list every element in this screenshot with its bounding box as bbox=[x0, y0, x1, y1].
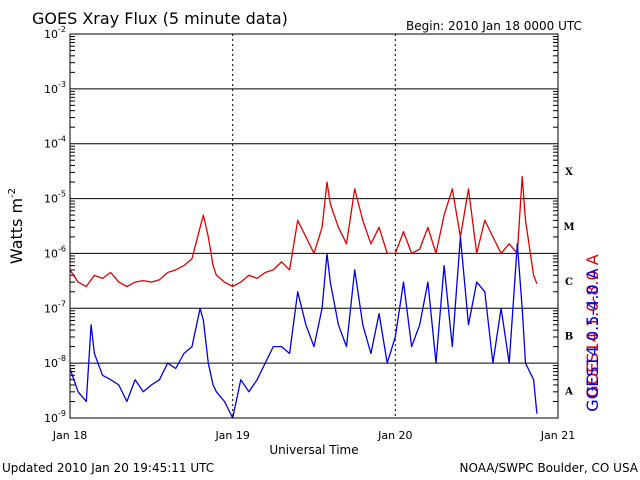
x-tick-label: Jan 21 bbox=[540, 429, 575, 442]
legend-series-2: GOES14 0.5-4.0 A bbox=[583, 268, 602, 411]
y-tick-label: 10-9 bbox=[44, 409, 66, 425]
y-tick-label: 10-3 bbox=[44, 80, 66, 96]
begin-label: Begin: 2010 Jan 18 0000 UTC bbox=[406, 19, 582, 33]
flare-class-labels: X M C B A bbox=[563, 167, 574, 397]
flare-class-label: M bbox=[563, 222, 574, 233]
y-axis-label-exponent: -2 bbox=[7, 188, 18, 198]
grid bbox=[70, 33, 558, 419]
chart-title: GOES Xray Flux (5 minute data) bbox=[32, 9, 288, 28]
x-tick-label: Jan 20 bbox=[377, 429, 412, 442]
source-footer: NOAA/SWPC Boulder, CO USA bbox=[460, 461, 639, 475]
y-axis-label-text: Watts m bbox=[7, 198, 26, 264]
series-line-2 bbox=[69, 236, 538, 419]
y-axis-label: Watts m-2 bbox=[7, 188, 26, 264]
plot-frame bbox=[69, 33, 559, 419]
flare-class-label: C bbox=[565, 277, 573, 288]
x-tick-label: Jan 18 bbox=[52, 429, 87, 442]
legend-series-1: GOES14 1.0-8.0 A bbox=[583, 254, 602, 397]
y-tick-label: 10-7 bbox=[44, 299, 66, 315]
y-tick-label: 10-5 bbox=[44, 190, 66, 206]
y-tick-label: 10-6 bbox=[44, 244, 66, 260]
series-layer bbox=[69, 176, 538, 419]
x-tick-labels: Jan 18 Jan 19 Jan 20 Jan 21 bbox=[52, 429, 575, 442]
flare-class-label: B bbox=[565, 332, 573, 343]
flare-class-label: A bbox=[564, 387, 573, 398]
y-tick-labels: 10-9 10-8 10-7 10-6 10-5 10-4 10-3 10-2 bbox=[44, 25, 66, 425]
x-axis-label: Universal Time bbox=[269, 443, 358, 457]
flare-class-label: X bbox=[565, 167, 573, 178]
y-tick-label: 10-4 bbox=[44, 135, 66, 151]
updated-footer: Updated 2010 Jan 20 19:45:11 UTC bbox=[2, 461, 214, 475]
y-tick-label: 10-8 bbox=[44, 354, 66, 370]
x-tick-label: Jan 19 bbox=[214, 429, 249, 442]
svg-text:Watts m-2: Watts m-2 bbox=[7, 188, 26, 264]
series-line-1 bbox=[69, 176, 538, 288]
y-tick-label: 10-2 bbox=[44, 25, 66, 41]
